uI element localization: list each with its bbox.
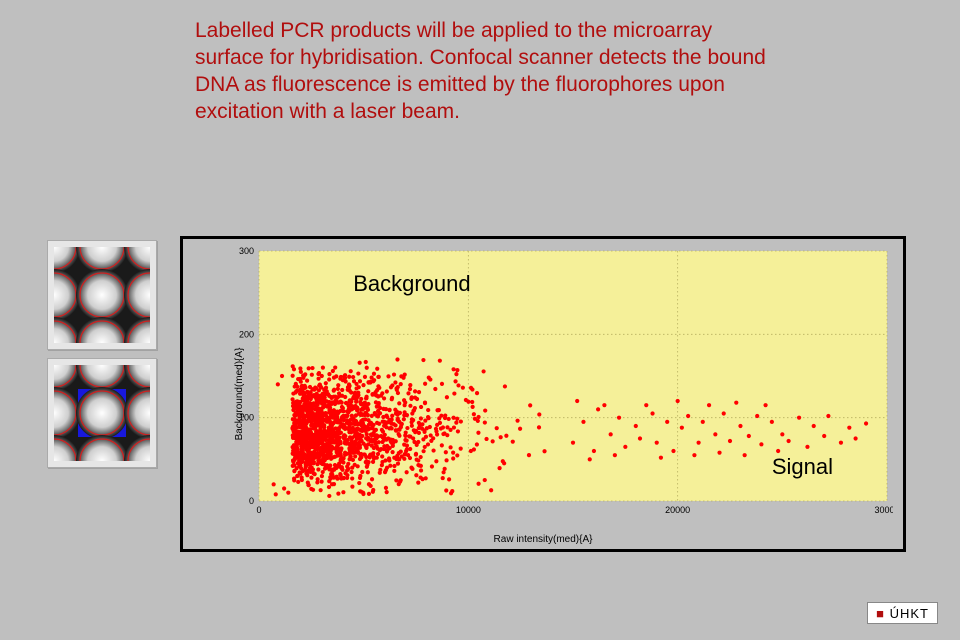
microarray-thumbnails bbox=[47, 240, 157, 476]
svg-text:0: 0 bbox=[249, 496, 254, 506]
description-text: Labelled PCR products will be applied to… bbox=[195, 18, 785, 126]
x-axis-label: Raw intensity(med){A} bbox=[183, 534, 903, 545]
annotation-signal: Signal bbox=[772, 454, 833, 480]
microarray-image-highlighted-icon bbox=[54, 365, 150, 461]
thumbnail-top bbox=[47, 240, 157, 350]
logo-text: ÚHKT bbox=[890, 606, 929, 621]
logo-bullet-icon: ■ bbox=[876, 606, 885, 621]
svg-text:20000: 20000 bbox=[665, 505, 690, 515]
svg-text:300: 300 bbox=[239, 247, 254, 256]
svg-text:10000: 10000 bbox=[456, 505, 481, 515]
thumbnail-bottom bbox=[47, 358, 157, 468]
plot-area: 0 10000 20000 30000 0 100 200 300 Background Si… bbox=[229, 247, 893, 519]
svg-text:0: 0 bbox=[256, 505, 261, 515]
scatter-chart: Background(med){A} 010000200003000001002… bbox=[180, 236, 906, 552]
svg-text:200: 200 bbox=[239, 329, 254, 339]
logo-uhkt: ■ ÚHKT bbox=[867, 602, 938, 624]
microarray-image-icon bbox=[54, 247, 150, 343]
svg-text:30000: 30000 bbox=[874, 505, 893, 515]
annotation-background: Background bbox=[353, 271, 470, 297]
svg-text:100: 100 bbox=[239, 413, 254, 423]
